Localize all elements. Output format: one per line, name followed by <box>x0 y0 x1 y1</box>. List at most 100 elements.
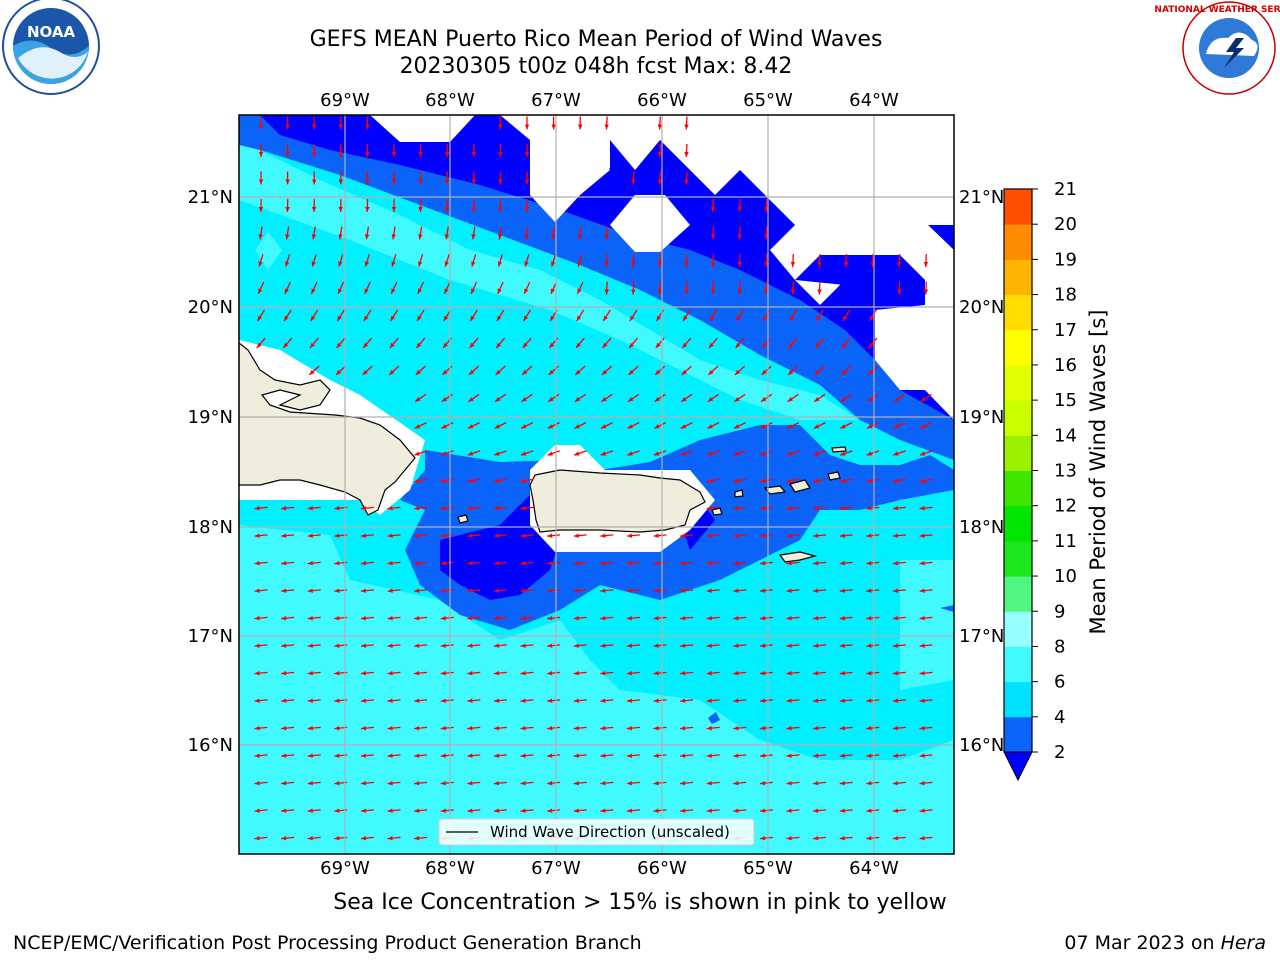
arrow-252 <box>467 478 481 483</box>
arrow-570 <box>254 835 268 841</box>
arrow-304 <box>786 533 800 538</box>
arrow-459 <box>759 698 773 703</box>
colorbar-tick-label-11: 16 <box>1054 355 1077 376</box>
arrow-296 <box>573 533 587 538</box>
arrow-48 <box>498 198 503 213</box>
arrow-554 <box>520 808 534 813</box>
arrow-142 <box>842 309 851 322</box>
arrow-427 <box>600 670 614 676</box>
colorbar-segment-14 <box>1004 224 1032 260</box>
arrow-253 <box>493 478 507 483</box>
arrow-396 <box>467 643 481 648</box>
colorbar-tick-label-4: 9 <box>1054 601 1065 622</box>
arrow-530 <box>573 780 587 786</box>
arrow-388 <box>254 643 268 648</box>
arrow-230 <box>414 450 427 456</box>
arrow-504 <box>573 753 587 758</box>
arrow-53 <box>258 226 263 240</box>
arrow-479 <box>600 725 614 731</box>
arrow-237 <box>600 450 614 456</box>
arrow-275 <box>706 505 720 511</box>
arrow-288 <box>360 533 374 538</box>
arrow-433 <box>759 670 773 676</box>
arrow-117 <box>817 281 822 295</box>
arrow-235 <box>547 450 560 456</box>
arrow-317 <box>440 560 454 566</box>
arrow-385 <box>866 615 880 621</box>
colorbar-label: Mean Period of Wind Waves [s] <box>1086 310 1110 635</box>
arrow-226 <box>840 422 853 429</box>
arrow-246 <box>839 450 853 456</box>
arrow-90 <box>790 253 796 268</box>
arrow-188 <box>840 365 852 376</box>
arrow-11 <box>684 116 689 130</box>
arrow-254 <box>520 478 534 483</box>
arrow-403 <box>653 643 667 648</box>
arrow-472 <box>414 725 428 731</box>
arrow-1 <box>285 116 290 130</box>
arrow-0 <box>258 116 264 130</box>
arrow-160 <box>681 337 692 349</box>
arrow-549 <box>387 808 401 813</box>
arrow-341 <box>387 588 401 593</box>
arrow-316 <box>414 560 428 566</box>
arrow-576 <box>414 835 428 841</box>
arrow-68 <box>737 226 742 240</box>
arrow-234 <box>520 450 534 456</box>
arrow-83 <box>604 253 609 268</box>
arrow-322 <box>573 560 587 566</box>
arrow-157 <box>602 337 612 349</box>
arrow-73 <box>338 254 344 267</box>
arrow-289 <box>387 533 401 538</box>
arrow-431 <box>706 670 720 676</box>
arrow-562 <box>733 808 747 813</box>
arrow-111 <box>657 281 663 295</box>
colorbar-segment-1 <box>1004 681 1032 718</box>
arrow-41 <box>311 198 317 213</box>
arrow-517 <box>919 753 933 758</box>
arrow-202 <box>734 393 746 403</box>
arrow-198 <box>627 393 640 403</box>
arrow-144 <box>256 337 266 349</box>
arrow-95 <box>923 253 929 268</box>
arrow-338 <box>307 588 321 593</box>
nws-logo-text: NATIONAL WEATHER SERVICE <box>1154 5 1280 15</box>
arrow-249 <box>919 450 933 456</box>
arrow-240 <box>680 450 693 456</box>
lon-label-top-2: 67°W <box>531 90 581 111</box>
arrow-453 <box>600 698 614 703</box>
arrow-566 <box>839 808 853 813</box>
arrow-470 <box>360 725 374 731</box>
arrow-535 <box>706 780 720 786</box>
arrow-474 <box>467 725 481 731</box>
arrow-284 <box>254 533 268 538</box>
arrow-189 <box>867 365 879 376</box>
arrow-245 <box>813 450 826 456</box>
sea-ice-note: Sea Ice Concentration > 15% is shown in … <box>333 890 947 915</box>
arrow-98 <box>310 281 318 295</box>
arrow-212 <box>467 422 480 429</box>
arrow-379 <box>706 615 720 621</box>
arrow-266 <box>307 505 321 511</box>
arrow-49 <box>524 198 530 213</box>
arrow-309 <box>919 533 933 538</box>
arrow-384 <box>839 615 853 621</box>
arrow-2 <box>312 116 317 130</box>
lon-label-bottom-3: 66°W <box>637 858 687 879</box>
arrow-475 <box>493 725 507 731</box>
arrow-364 <box>307 615 321 621</box>
arrow-394 <box>414 643 428 648</box>
footer-date: 07 Mar 2023 on Hera <box>1064 932 1266 954</box>
arrow-97 <box>284 281 291 295</box>
lon-label-bottom-4: 65°W <box>743 858 793 879</box>
arrow-593 <box>866 835 880 841</box>
arrow-263 <box>919 478 933 483</box>
arrow-5 <box>498 116 503 130</box>
arrow-161 <box>708 337 718 349</box>
arrow-346 <box>520 588 534 593</box>
nodata-patch-6 <box>555 140 610 195</box>
arrow-96 <box>257 281 265 295</box>
arrow-75 <box>391 254 397 267</box>
colorbar-tick-label-10: 15 <box>1054 390 1077 411</box>
arrow-208 <box>893 393 906 403</box>
